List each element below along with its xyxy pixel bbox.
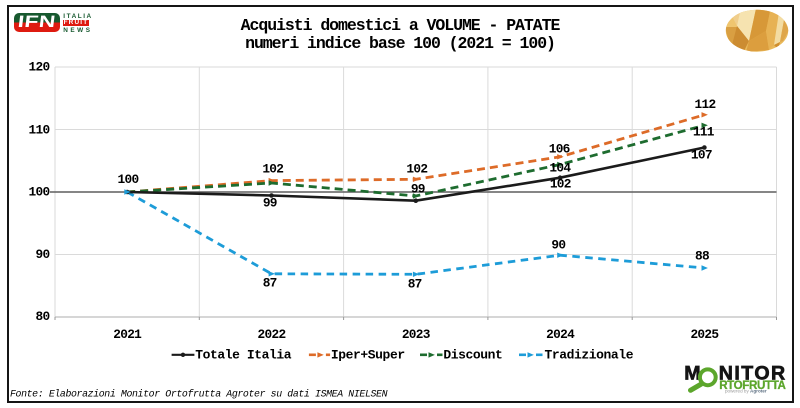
svg-text:111: 111 xyxy=(693,124,715,139)
svg-text:106: 106 xyxy=(549,141,570,156)
svg-text:2023: 2023 xyxy=(402,327,431,342)
svg-text:102: 102 xyxy=(550,177,571,192)
svg-text:88: 88 xyxy=(695,249,709,264)
svg-text:Acquisti domestici a VOLUME -: Acquisti domestici a VOLUME - PATATE xyxy=(241,16,561,35)
svg-text:104: 104 xyxy=(549,161,571,176)
svg-text:2025: 2025 xyxy=(690,327,719,342)
svg-text:powered by Agroter: powered by Agroter xyxy=(725,389,767,394)
svg-text:99: 99 xyxy=(263,195,277,210)
svg-text:102: 102 xyxy=(406,162,427,177)
svg-text:102: 102 xyxy=(262,162,283,177)
svg-text:112: 112 xyxy=(695,97,716,112)
svg-text:Fonte: Elaborazioni Monitor Or: Fonte: Elaborazioni Monitor Ortofrutta A… xyxy=(10,388,388,399)
svg-text:2022: 2022 xyxy=(258,327,286,342)
svg-text:100: 100 xyxy=(118,172,139,187)
svg-text:90: 90 xyxy=(36,247,50,262)
svg-text:110: 110 xyxy=(29,122,50,137)
svg-text:99: 99 xyxy=(411,181,425,196)
svg-text:87: 87 xyxy=(408,276,422,291)
svg-text:90: 90 xyxy=(551,238,565,253)
svg-text:80: 80 xyxy=(36,309,50,324)
svg-text:RTOFRUTTA: RTOFRUTTA xyxy=(719,379,786,392)
svg-text:Totale Italia: Totale Italia xyxy=(195,348,292,363)
svg-text:100: 100 xyxy=(29,185,50,200)
svg-text:M: M xyxy=(684,363,700,385)
svg-text:Iper+Super: Iper+Super xyxy=(331,348,405,363)
svg-text:2024: 2024 xyxy=(546,327,575,342)
svg-text:numeri indice base 100 (2021 =: numeri indice base 100 (2021 = 100) xyxy=(245,34,555,53)
svg-text:107: 107 xyxy=(691,147,712,162)
svg-text:Discount: Discount xyxy=(443,348,502,363)
svg-text:2021: 2021 xyxy=(113,327,142,342)
svg-text:Tradizionale: Tradizionale xyxy=(545,348,634,363)
svg-text:87: 87 xyxy=(263,276,277,291)
svg-text:120: 120 xyxy=(29,60,50,75)
svg-text:NITOR: NITOR xyxy=(719,363,787,385)
